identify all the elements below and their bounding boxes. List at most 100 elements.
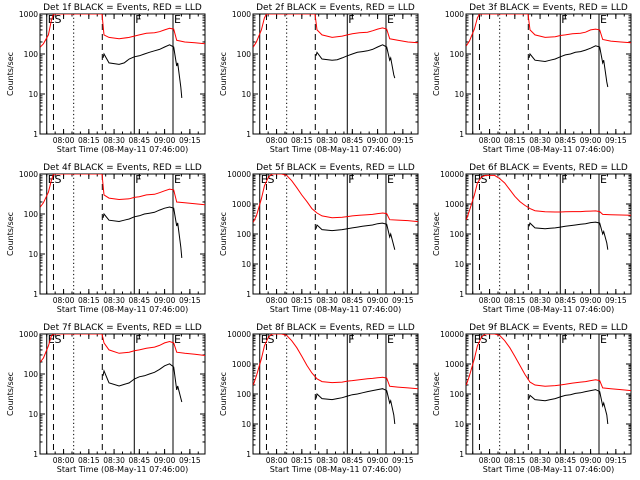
x-tick-label: 08:15 bbox=[504, 136, 526, 145]
y-tick-label: 1 bbox=[33, 290, 38, 299]
series-group bbox=[253, 14, 418, 79]
marker-label: F bbox=[135, 333, 141, 346]
y-axis-label: Counts/sec bbox=[6, 372, 15, 416]
y-tick-label: 10 bbox=[241, 260, 251, 269]
events-series-line bbox=[528, 389, 609, 425]
plot-frame bbox=[465, 173, 632, 295]
x-tick-label: 08:15 bbox=[504, 456, 526, 465]
y-tick-label: 10 bbox=[241, 420, 251, 429]
x-tick-label: 08:00 bbox=[479, 296, 501, 305]
events-series-line bbox=[528, 45, 609, 88]
x-tick-label: 09:15 bbox=[605, 296, 627, 305]
x-tick-label: 09:00 bbox=[580, 296, 602, 305]
x-tick-label: 08:30 bbox=[529, 456, 551, 465]
marker-label: E bbox=[48, 333, 55, 346]
chart-title: Det 2f BLACK = Events, RED = LLD bbox=[256, 3, 415, 13]
x-tick-label: 08:45 bbox=[129, 296, 151, 305]
x-tick-label: 08:00 bbox=[53, 296, 75, 305]
marker-label: E bbox=[174, 13, 181, 26]
x-tick-label: 09:00 bbox=[154, 296, 176, 305]
chart-svg: Det 4f BLACK = Events, RED = LLD 1000 100 1… bbox=[6, 163, 206, 314]
x-axis-label: Start Time (08-May-11 07:46:00) bbox=[270, 145, 401, 154]
chart-title: Det 5f BLACK = Events, RED = LLD bbox=[256, 163, 415, 173]
x-tick-label: 09:15 bbox=[392, 136, 414, 145]
y-axis-label: Counts/sec bbox=[6, 212, 15, 256]
x-tick-label: 09:15 bbox=[605, 456, 627, 465]
y-tick-label: 100 bbox=[237, 230, 252, 239]
marker-label: E bbox=[174, 333, 181, 346]
y-axis-label: Counts/sec bbox=[219, 212, 228, 256]
series-group bbox=[40, 334, 205, 403]
y-tick-label: 1000 bbox=[19, 10, 38, 19]
y-tick-label: 100 bbox=[450, 50, 465, 59]
y-axis-label: Counts/sec bbox=[432, 212, 441, 256]
x-tick-label: 08:30 bbox=[103, 456, 125, 465]
y-tick-label: 1 bbox=[459, 290, 464, 299]
y-tick-label: 10 bbox=[454, 260, 464, 269]
detector-panel: Det 6f BLACK = Events, RED = LLD 10000 100… bbox=[426, 160, 639, 320]
marker-label: F bbox=[348, 13, 354, 26]
marker-label: F bbox=[135, 13, 141, 26]
x-tick-label: 08:00 bbox=[266, 136, 288, 145]
y-tick-label: 1 bbox=[459, 130, 464, 139]
y-tick-label: 10 bbox=[241, 90, 251, 99]
chart-svg: Det 5f BLACK = Events, RED = LLD10000100… bbox=[219, 163, 419, 314]
marker-label: E bbox=[174, 173, 181, 186]
marker-label: F bbox=[561, 13, 567, 26]
plot-frame bbox=[39, 13, 206, 135]
y-axis-label: Counts/sec bbox=[219, 52, 228, 96]
x-axis-label: Start Time (08-May-11 07:46:00) bbox=[57, 465, 188, 474]
marker-label: E bbox=[261, 173, 268, 186]
x-tick-label: 08:30 bbox=[103, 296, 125, 305]
x-tick-label: 08:00 bbox=[266, 296, 288, 305]
chart-title: Det 9f BLACK = Events, RED = LLD bbox=[469, 323, 628, 333]
y-axis-label: Counts/sec bbox=[219, 372, 228, 416]
y-tick-label: 10 bbox=[28, 410, 38, 419]
x-tick-label: 08:00 bbox=[53, 136, 75, 145]
detector-panel: Det 7f BLACK = Events, RED = LLD 1000 100 1… bbox=[0, 320, 213, 480]
x-tick-label: 08:45 bbox=[555, 296, 577, 305]
lld-series-line bbox=[40, 334, 205, 363]
x-tick-label: 09:00 bbox=[580, 136, 602, 145]
x-tick-label: 08:45 bbox=[555, 456, 577, 465]
x-tick-label: 08:00 bbox=[479, 456, 501, 465]
marker-label: S bbox=[54, 333, 61, 346]
y-tick-label: 1000 bbox=[445, 360, 464, 369]
x-tick-label: 08:15 bbox=[291, 456, 313, 465]
y-tick-label: 1 bbox=[459, 450, 464, 459]
x-axis-label: Start Time (08-May-11 07:46:00) bbox=[270, 465, 401, 474]
plot-frame bbox=[39, 173, 206, 295]
events-series-line bbox=[528, 221, 609, 250]
lld-series-line bbox=[466, 174, 631, 220]
y-tick-label: 1 bbox=[33, 450, 38, 459]
chart-svg: Det 7f BLACK = Events, RED = LLD 1000 100 1… bbox=[6, 323, 206, 474]
y-tick-label: 1000 bbox=[19, 170, 38, 179]
y-axis-label: Counts/sec bbox=[432, 52, 441, 96]
plot-frame bbox=[465, 333, 632, 455]
marker-label: S bbox=[54, 13, 61, 26]
detector-panel: Det 2f BLACK = Events, RED = LLD 1000 100 1… bbox=[213, 0, 426, 160]
series-group bbox=[40, 14, 205, 98]
series-group bbox=[40, 174, 205, 258]
series-group bbox=[253, 174, 418, 250]
x-axis-label: Start Time (08-May-11 07:46:00) bbox=[270, 305, 401, 314]
marker-label: E bbox=[387, 333, 394, 346]
x-tick-label: 09:00 bbox=[367, 136, 389, 145]
chart-title: Det 1f BLACK = Events, RED = LLD bbox=[43, 3, 202, 13]
y-tick-label: 10000 bbox=[440, 170, 464, 179]
marker-label: S bbox=[480, 173, 487, 186]
marker-label: F bbox=[135, 173, 141, 186]
y-tick-label: 1000 bbox=[232, 360, 251, 369]
chart-svg: Det 3f BLACK = Events, RED = LLD 1000 100 1… bbox=[432, 3, 632, 154]
x-tick-label: 08:45 bbox=[555, 136, 577, 145]
x-tick-label: 09:15 bbox=[179, 456, 201, 465]
lld-series-line bbox=[466, 334, 631, 392]
detector-panel: Det 4f BLACK = Events, RED = LLD 1000 100 1… bbox=[0, 160, 213, 320]
plot-frame bbox=[252, 333, 419, 455]
events-series-line bbox=[315, 388, 396, 425]
x-tick-label: 09:00 bbox=[154, 456, 176, 465]
y-axis-label: Counts/sec bbox=[6, 52, 15, 96]
x-tick-label: 09:00 bbox=[580, 456, 602, 465]
x-axis-label: Start Time (08-May-11 07:46:00) bbox=[57, 145, 188, 154]
